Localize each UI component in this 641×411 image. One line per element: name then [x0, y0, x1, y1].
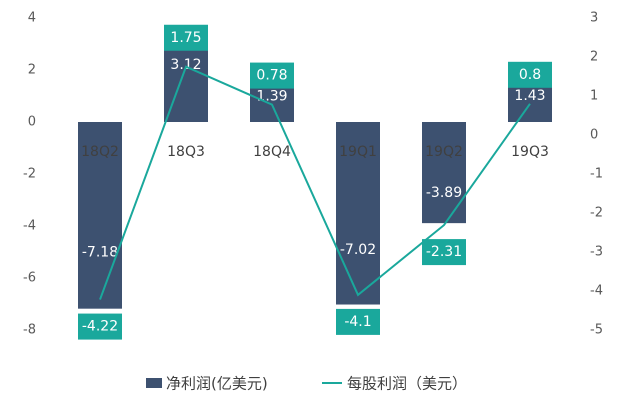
bar-label: -3.89: [426, 185, 462, 201]
x-tick-label: 19Q3: [511, 144, 549, 160]
y2-tick-label: 3: [590, 11, 598, 26]
y2-tick-label: 2: [590, 50, 598, 65]
line-label: 0.8: [519, 67, 541, 83]
y-tick-label: 2: [28, 63, 36, 78]
x-tick-label: 19Q2: [425, 144, 463, 160]
bar-label: -7.18: [82, 245, 118, 261]
bar: [508, 84, 552, 122]
line: [99, 65, 531, 300]
y-tick-label: 0: [28, 115, 36, 130]
x-tick-label: 19Q1: [339, 144, 377, 160]
y-tick-label: -8: [23, 323, 36, 338]
y-tick-label: 4: [28, 11, 36, 26]
line-label: 1.75: [170, 30, 201, 46]
line-label-box: [422, 239, 466, 266]
y-tick-label: -4: [23, 219, 36, 234]
line-label-box: [78, 313, 122, 340]
y2-tick-label: -2: [590, 206, 603, 221]
y-tick-label: -6: [23, 271, 36, 286]
y2-tick-label: -3: [590, 245, 603, 260]
y-tick-label: -2: [23, 167, 36, 182]
bar-label: -7.02: [340, 242, 376, 258]
y2-tick-label: 1: [590, 89, 598, 104]
line-label-box: [250, 62, 294, 89]
y2-tick-label: 0: [590, 128, 598, 143]
bar-label: 1.43: [514, 88, 545, 104]
bar: [422, 122, 466, 224]
line-label: -4.22: [82, 319, 118, 335]
bar-label: 1.39: [256, 89, 287, 105]
legend-label: 每股利润（美元）: [347, 375, 467, 393]
line-label: 0.78: [256, 68, 287, 84]
bar: [336, 122, 380, 305]
line-label: -4.1: [344, 314, 371, 330]
legend-swatch: [146, 378, 162, 388]
bar: [78, 122, 122, 309]
line-label: -2.31: [426, 244, 462, 260]
x-tick-label: 18Q2: [81, 144, 119, 160]
y2-tick-label: -4: [590, 284, 603, 299]
y2-tick-label: -1: [590, 167, 603, 182]
y2-tick-label: -5: [590, 323, 603, 338]
x-tick-label: 18Q3: [167, 144, 205, 160]
line-label-box: [164, 24, 208, 51]
line-label-box: [508, 61, 552, 88]
line-label-box: [336, 308, 380, 335]
x-tick-label: 18Q4: [253, 144, 291, 160]
legend-label: 净利润(亿美元): [166, 375, 268, 393]
